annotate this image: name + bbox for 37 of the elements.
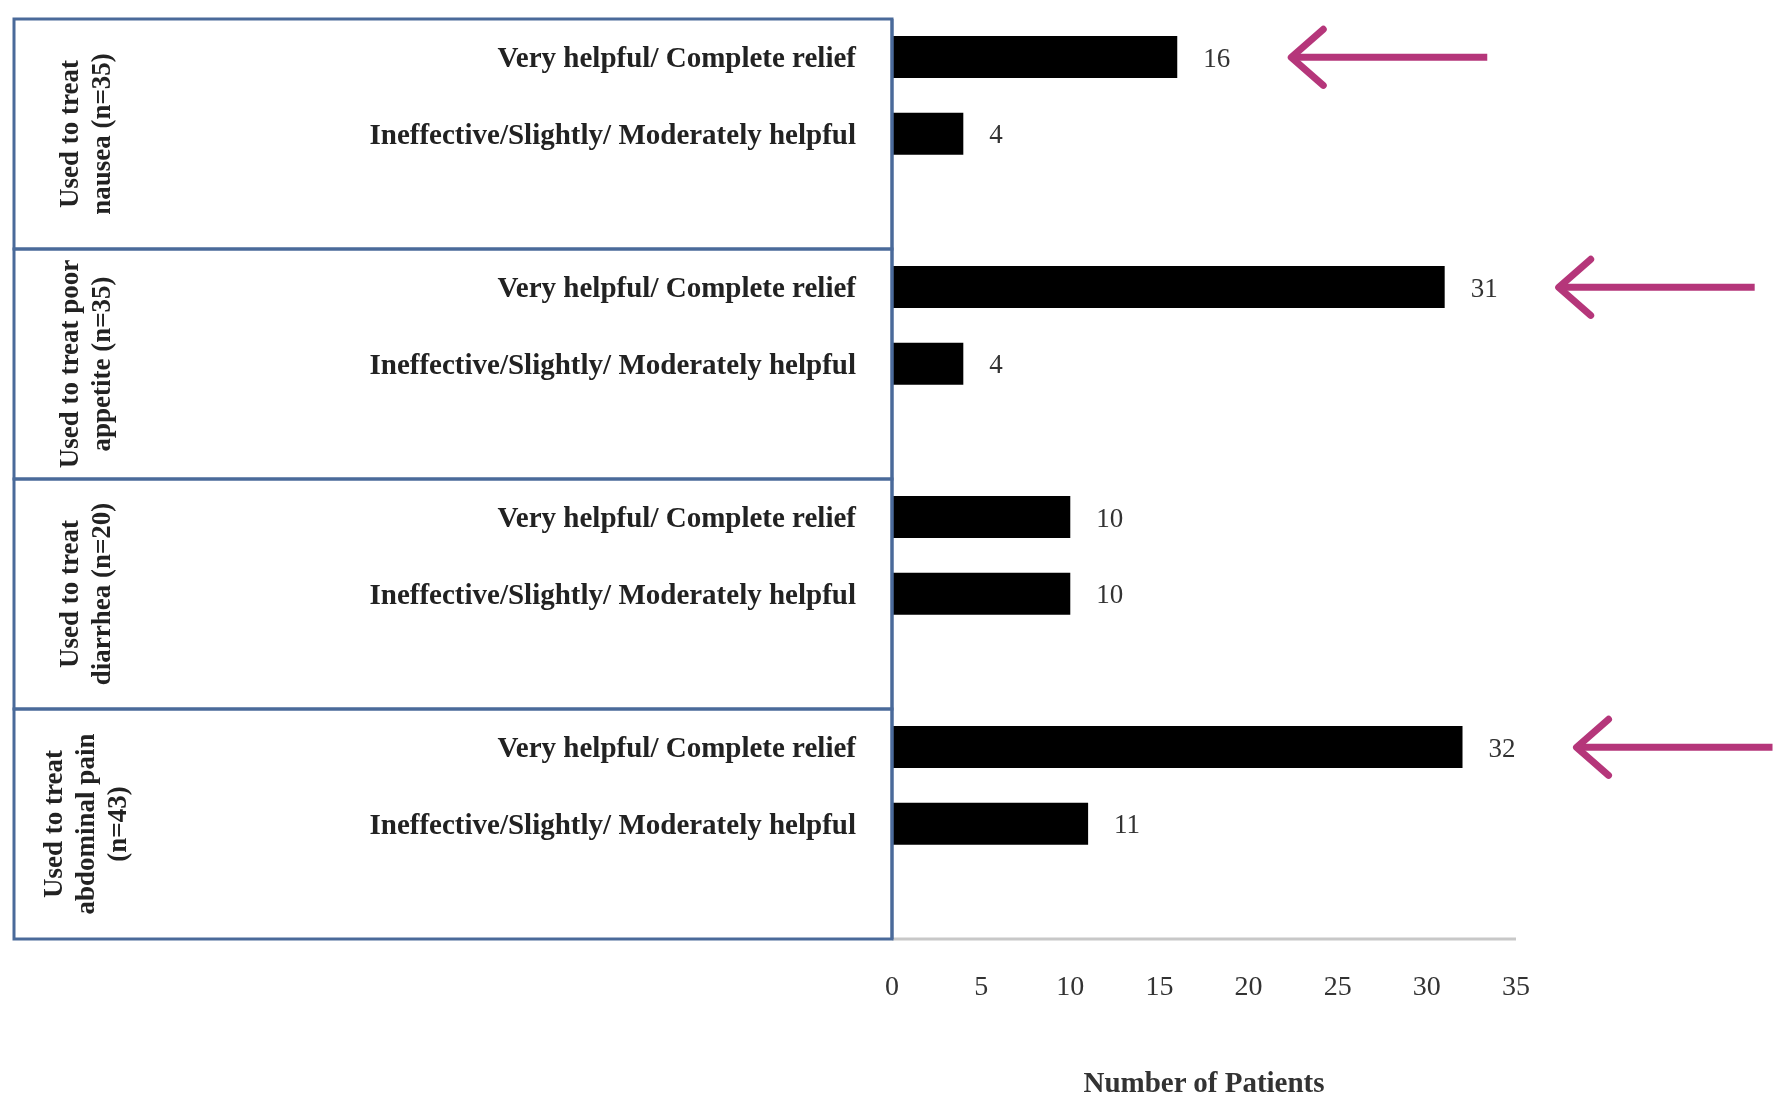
x-tick-label: 0 bbox=[885, 969, 899, 1001]
x-tick-label: 35 bbox=[1502, 969, 1530, 1001]
bar bbox=[892, 496, 1071, 538]
data-label: 10 bbox=[1096, 579, 1124, 610]
y-tick-label: Very helpful/ Complete relief bbox=[497, 271, 857, 304]
y-tick-label: Ineffective/Slightly/ Moderately helpful bbox=[369, 348, 856, 380]
x-tick-label: 15 bbox=[1145, 969, 1174, 1001]
x-tick-label: 5 bbox=[974, 969, 989, 1001]
data-label: 10 bbox=[1096, 502, 1124, 533]
bar bbox=[892, 112, 964, 155]
text: Used to treat abdominal pain (n=43) bbox=[37, 732, 133, 917]
data-label: 31 bbox=[1470, 272, 1498, 303]
x-tick-label: 10 bbox=[1056, 969, 1085, 1001]
y-tick-label: Ineffective/Slightly/ Moderately helpful bbox=[369, 118, 856, 150]
y-tick-label: Very helpful/ Complete relief bbox=[497, 501, 857, 534]
bar bbox=[892, 266, 1445, 308]
bar bbox=[892, 36, 1178, 78]
x-tick-label: 25 bbox=[1323, 969, 1352, 1001]
data-label: 4 bbox=[989, 349, 1004, 380]
x-axis-title: Number of Patients bbox=[1083, 1066, 1325, 1098]
data-label: 32 bbox=[1488, 732, 1516, 763]
bar bbox=[892, 342, 964, 385]
data-label: 16 bbox=[1203, 42, 1231, 73]
y-tick-label: Very helpful/ Complete relief bbox=[497, 41, 857, 74]
text: Used to treat nausea (n=35) bbox=[53, 52, 117, 217]
bar bbox=[892, 572, 1071, 615]
data-label: 11 bbox=[1114, 809, 1141, 840]
bar bbox=[892, 802, 1089, 845]
text: Used to treat diarrhea (n=20) bbox=[53, 501, 117, 688]
x-tick-label: 20 bbox=[1234, 969, 1263, 1001]
text: Used to treat poor appetite (n=35) bbox=[53, 258, 117, 471]
y-tick-label: Ineffective/Slightly/ Moderately helpful bbox=[369, 808, 856, 840]
bar bbox=[892, 726, 1463, 768]
y-tick-label: Ineffective/Slightly/ Moderately helpful bbox=[369, 578, 856, 610]
x-tick-label: 30 bbox=[1412, 969, 1441, 1001]
data-label: 4 bbox=[989, 119, 1004, 150]
y-tick-label: Very helpful/ Complete relief bbox=[497, 731, 857, 764]
